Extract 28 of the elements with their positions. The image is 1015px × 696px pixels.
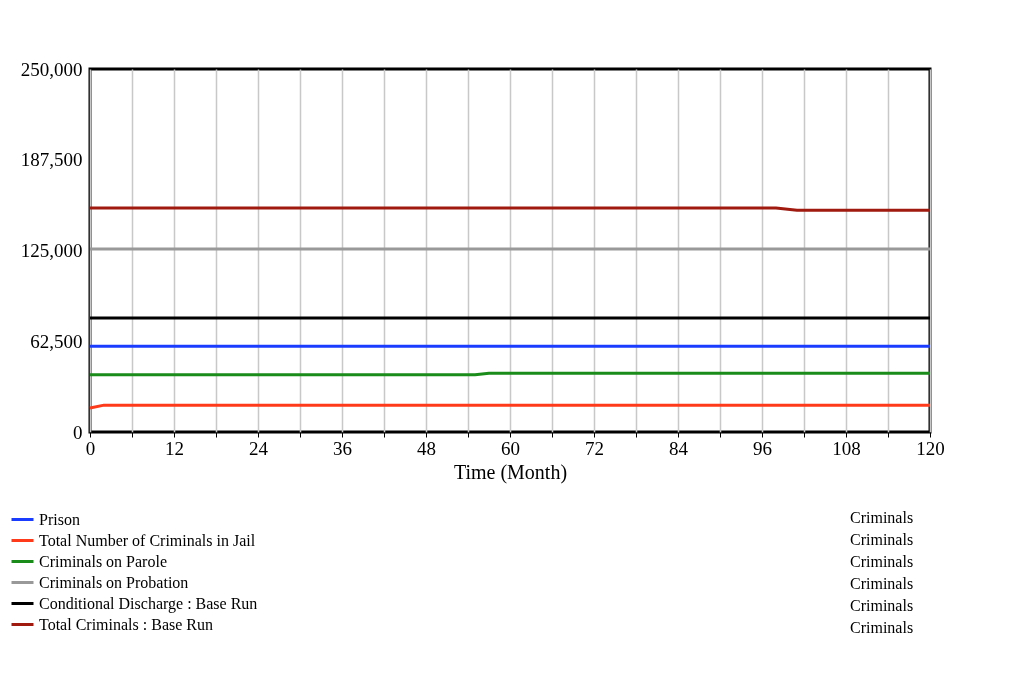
x-tick-label: 12 — [165, 437, 184, 459]
x-tick-label: 60 — [501, 437, 520, 459]
text: Criminals — [850, 553, 914, 570]
text: Criminals — [850, 597, 914, 614]
legend-label: Prison — [39, 510, 80, 528]
legend-label: Total Number of Criminals in Jail — [39, 531, 256, 549]
y-tick-label: 187,500 — [20, 149, 83, 171]
x-tick-label: 84 — [669, 437, 689, 459]
text: Criminals — [850, 619, 914, 636]
x-tick-label: 36 — [333, 437, 352, 459]
text: Criminals — [850, 575, 914, 592]
text: Criminals — [850, 531, 914, 548]
legend-label: Total Criminals : Base Run — [39, 615, 213, 633]
legend-label: Criminals on Probation — [39, 573, 189, 591]
x-tick-label: 108 — [832, 437, 861, 459]
legend-label: Conditional Discharge : Base Run — [39, 594, 258, 613]
y-tick-label: 62,500 — [30, 330, 83, 352]
x-tick-label: 96 — [753, 437, 772, 459]
x-axis-title: Time (Month) — [453, 460, 568, 484]
y-tick-label: 125,000 — [20, 240, 83, 261]
x-tick-label: 48 — [417, 437, 436, 459]
legend-label: Criminals on Parole — [39, 552, 167, 570]
x-tick-label: 120 — [916, 437, 945, 459]
x-tick-label: 72 — [585, 437, 604, 459]
y-tick-label: 0 — [73, 421, 83, 443]
y-tick-label: 250,000 — [20, 58, 83, 80]
text: Criminals — [850, 509, 914, 526]
x-tick-label: 24 — [249, 437, 269, 459]
